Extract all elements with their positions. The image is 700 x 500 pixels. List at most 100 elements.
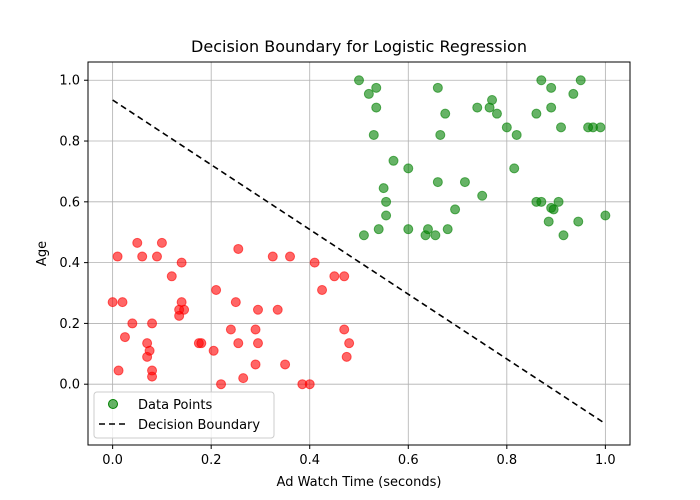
x-tick-label: 0.6 (398, 453, 419, 468)
data-point-red (280, 359, 291, 370)
data-point-green (363, 88, 374, 99)
data-point-red (196, 338, 207, 349)
data-point-red (216, 379, 227, 390)
legend-marker-data-points (108, 399, 118, 409)
data-point-red (144, 345, 155, 356)
data-point-green (575, 75, 586, 86)
data-point-green (548, 204, 559, 215)
data-point-green (546, 82, 557, 93)
data-point-red (119, 332, 130, 343)
x-axis-label: Ad Watch Time (seconds) (277, 475, 442, 490)
data-point-green (422, 224, 433, 235)
data-point-green (531, 108, 542, 119)
data-point-red (272, 304, 283, 315)
data-point-red (339, 271, 350, 282)
x-tick-label: 0.8 (496, 453, 517, 468)
data-point-green (371, 82, 382, 93)
data-point-red (225, 324, 236, 335)
data-point-red (309, 257, 320, 268)
data-point-green (354, 75, 364, 86)
data-point-green (368, 129, 379, 140)
data-point-green (595, 122, 606, 133)
y-tick-label: 0.8 (59, 135, 80, 150)
data-point-green (546, 102, 557, 113)
data-point-red (250, 324, 261, 335)
data-point-red (176, 257, 187, 268)
data-point-red (252, 338, 263, 349)
data-point-green (378, 183, 389, 194)
data-point-green (600, 210, 611, 221)
y-tick-label: 0.4 (59, 256, 80, 271)
data-point-green (459, 177, 470, 188)
legend-box (93, 391, 275, 439)
data-point-green (430, 230, 441, 241)
data-point-red (147, 318, 158, 329)
data-point-red (137, 251, 148, 262)
data-point-red (230, 297, 241, 308)
data-point-green (432, 82, 443, 93)
data-point-red (238, 373, 249, 384)
data-point-red (250, 359, 261, 370)
data-point-green (432, 177, 443, 188)
data-point-green (373, 224, 384, 235)
data-point-green (556, 122, 567, 133)
data-point-green (568, 88, 579, 99)
data-point-red (156, 237, 167, 248)
data-point-green (509, 163, 520, 174)
data-point-red (317, 284, 328, 295)
x-tick-label: 0.2 (201, 453, 222, 468)
decision-boundary (112, 99, 606, 425)
y-tick-label: 0.6 (59, 195, 80, 210)
data-point-red (107, 297, 118, 308)
data-point-red (132, 237, 143, 248)
y-tick-label: 0.0 (59, 378, 80, 393)
decision-boundary-line (112, 99, 606, 425)
data-point-green (491, 108, 502, 119)
data-point-red (211, 284, 222, 295)
data-point-green (371, 102, 382, 113)
data-point-green (403, 224, 414, 235)
data-point-green (435, 129, 446, 140)
data-point-green (536, 196, 547, 207)
data-point-red (113, 365, 124, 376)
data-point-green (487, 94, 498, 105)
data-point-red (112, 251, 123, 262)
data-point-red (344, 338, 355, 349)
data-point-green (381, 196, 392, 207)
data-point-red (304, 379, 315, 390)
x-tick-label: 1.0 (595, 453, 616, 468)
y-tick-label: 1.0 (59, 74, 80, 89)
data-points (107, 75, 611, 390)
data-point-green (558, 230, 569, 241)
data-point-red (339, 324, 350, 335)
data-point-green (450, 204, 461, 215)
data-point-red (127, 318, 138, 329)
data-point-red (329, 271, 340, 282)
plot-frame (87, 61, 631, 446)
data-point-red (147, 371, 158, 382)
data-point-green (442, 224, 453, 235)
data-point-red (208, 345, 219, 356)
data-point-green (553, 196, 564, 207)
data-point-green (511, 129, 522, 140)
data-point-red (233, 338, 244, 349)
data-point-green (388, 155, 399, 166)
data-point-green (440, 108, 451, 119)
data-point-green (573, 216, 584, 227)
y-axis-label: Age (35, 241, 50, 266)
data-point-green (403, 163, 414, 174)
data-point-red (267, 251, 278, 262)
chart-title: Decision Boundary for Logistic Regressio… (191, 37, 527, 56)
x-tick-label: 0.4 (299, 453, 320, 468)
data-point-green (501, 122, 512, 133)
data-point-red (179, 304, 190, 315)
y-tick-label: 0.2 (59, 317, 80, 332)
data-point-green (536, 75, 547, 86)
data-point-green (381, 210, 392, 221)
data-point-red (117, 297, 128, 308)
legend: Data Points Decision Boundary (93, 391, 275, 439)
data-point-green (477, 190, 488, 201)
legend-label-data-points: Data Points (138, 398, 212, 413)
data-point-red (341, 351, 352, 362)
